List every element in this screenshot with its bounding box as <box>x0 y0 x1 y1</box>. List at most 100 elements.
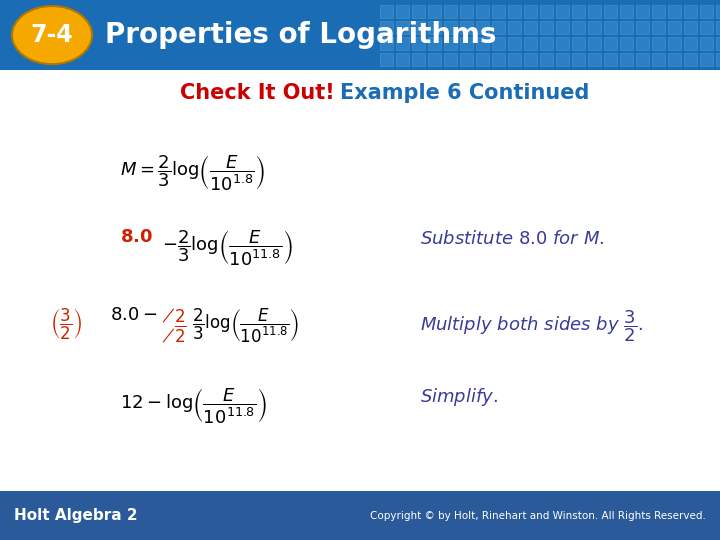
FancyBboxPatch shape <box>684 37 697 50</box>
FancyBboxPatch shape <box>412 53 425 66</box>
FancyBboxPatch shape <box>396 5 409 18</box>
Text: Holt Algebra 2: Holt Algebra 2 <box>14 508 138 523</box>
Text: Example 6 Continued: Example 6 Continued <box>340 83 590 103</box>
FancyBboxPatch shape <box>684 21 697 34</box>
FancyBboxPatch shape <box>412 5 425 18</box>
FancyBboxPatch shape <box>412 37 425 50</box>
FancyBboxPatch shape <box>652 5 665 18</box>
FancyBboxPatch shape <box>396 53 409 66</box>
Text: $8.0-$: $8.0-$ <box>110 306 157 325</box>
FancyBboxPatch shape <box>636 37 649 50</box>
FancyBboxPatch shape <box>652 37 665 50</box>
FancyBboxPatch shape <box>556 21 569 34</box>
FancyBboxPatch shape <box>492 5 505 18</box>
Text: $\mathbf{8.0}$: $\mathbf{8.0}$ <box>120 228 153 246</box>
FancyBboxPatch shape <box>396 21 409 34</box>
FancyBboxPatch shape <box>540 37 553 50</box>
FancyBboxPatch shape <box>716 53 720 66</box>
Text: Check It Out!: Check It Out! <box>180 83 335 103</box>
FancyBboxPatch shape <box>700 5 713 18</box>
FancyBboxPatch shape <box>620 5 633 18</box>
FancyBboxPatch shape <box>460 5 473 18</box>
FancyBboxPatch shape <box>460 21 473 34</box>
FancyBboxPatch shape <box>524 37 537 50</box>
FancyBboxPatch shape <box>524 53 537 66</box>
FancyBboxPatch shape <box>380 21 393 34</box>
FancyBboxPatch shape <box>492 37 505 50</box>
FancyBboxPatch shape <box>380 5 393 18</box>
FancyBboxPatch shape <box>444 53 457 66</box>
FancyBboxPatch shape <box>428 37 441 50</box>
FancyBboxPatch shape <box>604 21 617 34</box>
Text: $-\dfrac{2}{3}\log\!\left(\dfrac{E}{10^{11.8}}\right)$: $-\dfrac{2}{3}\log\!\left(\dfrac{E}{10^{… <box>162 228 293 267</box>
Ellipse shape <box>12 6 92 64</box>
FancyBboxPatch shape <box>556 53 569 66</box>
FancyBboxPatch shape <box>652 21 665 34</box>
FancyBboxPatch shape <box>492 53 505 66</box>
FancyBboxPatch shape <box>700 53 713 66</box>
FancyBboxPatch shape <box>684 5 697 18</box>
FancyBboxPatch shape <box>428 53 441 66</box>
FancyBboxPatch shape <box>684 53 697 66</box>
FancyBboxPatch shape <box>508 53 521 66</box>
FancyBboxPatch shape <box>508 37 521 50</box>
Text: $12-\log\!\left(\dfrac{E}{10^{11.8}}\right)$: $12-\log\!\left(\dfrac{E}{10^{11.8}}\rig… <box>120 386 267 426</box>
FancyBboxPatch shape <box>716 5 720 18</box>
FancyBboxPatch shape <box>604 5 617 18</box>
FancyBboxPatch shape <box>492 21 505 34</box>
FancyBboxPatch shape <box>604 53 617 66</box>
FancyBboxPatch shape <box>636 5 649 18</box>
FancyBboxPatch shape <box>668 37 681 50</box>
FancyBboxPatch shape <box>476 37 489 50</box>
FancyBboxPatch shape <box>460 37 473 50</box>
FancyBboxPatch shape <box>620 53 633 66</box>
FancyBboxPatch shape <box>716 21 720 34</box>
FancyBboxPatch shape <box>508 21 521 34</box>
FancyBboxPatch shape <box>572 37 585 50</box>
Text: $\left(\dfrac{3}{2}\right)$: $\left(\dfrac{3}{2}\right)$ <box>50 306 82 341</box>
FancyBboxPatch shape <box>540 21 553 34</box>
FancyBboxPatch shape <box>428 21 441 34</box>
FancyBboxPatch shape <box>524 21 537 34</box>
FancyBboxPatch shape <box>476 21 489 34</box>
FancyBboxPatch shape <box>668 21 681 34</box>
FancyBboxPatch shape <box>572 5 585 18</box>
FancyBboxPatch shape <box>572 21 585 34</box>
FancyBboxPatch shape <box>540 53 553 66</box>
FancyBboxPatch shape <box>476 53 489 66</box>
FancyBboxPatch shape <box>556 37 569 50</box>
Text: $\it{Substitute\ 8.0\ for\ M.}$: $\it{Substitute\ 8.0\ for\ M.}$ <box>420 230 605 248</box>
FancyBboxPatch shape <box>540 5 553 18</box>
FancyBboxPatch shape <box>444 5 457 18</box>
Text: $\it{Multiply\ both\ sides\ by}\ \dfrac{3}{2}.$: $\it{Multiply\ both\ sides\ by}\ \dfrac{… <box>420 308 643 344</box>
FancyBboxPatch shape <box>716 37 720 50</box>
FancyBboxPatch shape <box>0 491 720 540</box>
FancyBboxPatch shape <box>604 37 617 50</box>
FancyBboxPatch shape <box>0 0 720 70</box>
FancyBboxPatch shape <box>700 21 713 34</box>
FancyBboxPatch shape <box>668 53 681 66</box>
FancyBboxPatch shape <box>652 53 665 66</box>
FancyBboxPatch shape <box>476 5 489 18</box>
FancyBboxPatch shape <box>620 21 633 34</box>
Text: $\it{Simplify.}$: $\it{Simplify.}$ <box>420 386 498 408</box>
Text: $\dfrac{\not{2}}{\not{2}}$: $\dfrac{\not{2}}{\not{2}}$ <box>162 306 187 345</box>
FancyBboxPatch shape <box>444 21 457 34</box>
FancyBboxPatch shape <box>396 37 409 50</box>
FancyBboxPatch shape <box>444 37 457 50</box>
FancyBboxPatch shape <box>700 37 713 50</box>
FancyBboxPatch shape <box>636 53 649 66</box>
Text: $M=\dfrac{2}{3}\log\!\left(\dfrac{E}{10^{1.8}}\right)$: $M=\dfrac{2}{3}\log\!\left(\dfrac{E}{10^… <box>120 153 266 192</box>
FancyBboxPatch shape <box>620 37 633 50</box>
Text: 7-4: 7-4 <box>31 23 73 47</box>
FancyBboxPatch shape <box>460 53 473 66</box>
FancyBboxPatch shape <box>380 37 393 50</box>
FancyBboxPatch shape <box>588 5 601 18</box>
FancyBboxPatch shape <box>412 21 425 34</box>
FancyBboxPatch shape <box>508 5 521 18</box>
Text: Copyright © by Holt, Rinehart and Winston. All Rights Reserved.: Copyright © by Holt, Rinehart and Winsto… <box>370 511 706 521</box>
FancyBboxPatch shape <box>668 5 681 18</box>
FancyBboxPatch shape <box>588 21 601 34</box>
Text: Properties of Logarithms: Properties of Logarithms <box>105 21 497 49</box>
FancyBboxPatch shape <box>588 37 601 50</box>
